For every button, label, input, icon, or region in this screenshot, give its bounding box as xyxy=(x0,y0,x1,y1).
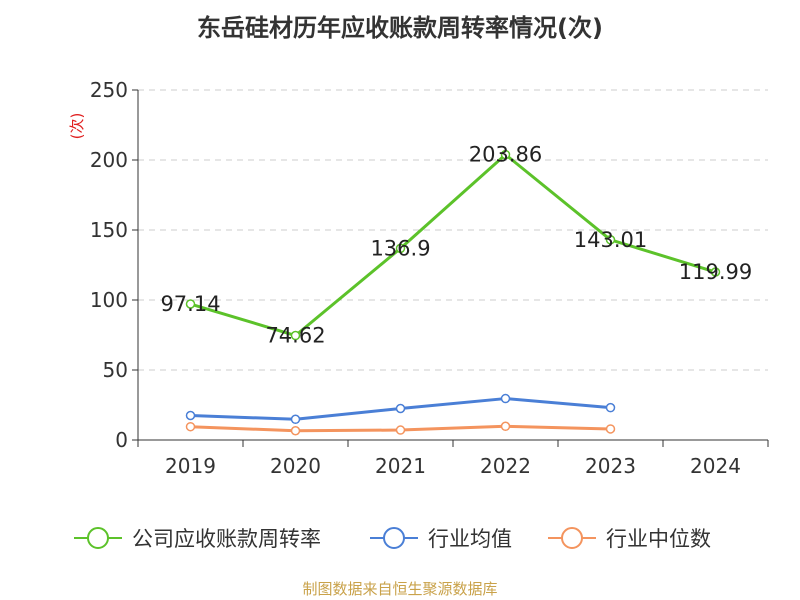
legend-label: 公司应收账款周转率 xyxy=(132,527,321,551)
x-tick-label: 2020 xyxy=(270,454,321,478)
y-tick-label: 200 xyxy=(90,148,128,172)
series-line-0 xyxy=(190,153,716,338)
data-point xyxy=(605,424,616,434)
data-point xyxy=(185,299,196,309)
y-axis-label: (次) xyxy=(68,113,86,140)
x-tick-label: 2019 xyxy=(165,454,216,478)
data-label: 143.01 xyxy=(574,228,647,252)
data-point xyxy=(710,267,721,277)
series-lines xyxy=(185,149,721,436)
data-label: 136.9 xyxy=(370,236,430,260)
legend-marker xyxy=(87,527,109,549)
y-tick-label: 50 xyxy=(103,358,128,382)
data-label: 74.62 xyxy=(265,324,325,348)
legend-label: 行业中位数 xyxy=(606,527,711,551)
data-point xyxy=(500,149,511,160)
x-tick-label: 2022 xyxy=(480,454,531,478)
y-tick-label: 100 xyxy=(90,288,128,312)
data-labels: 97.14 74.62 136.9 203.86 143.01 119.99 xyxy=(160,143,752,348)
x-tick-label: 2024 xyxy=(690,454,741,478)
data-point xyxy=(395,425,406,435)
data-point xyxy=(185,421,196,432)
data-point xyxy=(290,426,301,436)
data-label: 203.86 xyxy=(469,143,542,167)
data-point xyxy=(395,403,406,414)
legend: 公司应收账款周转率 行业均值 行业中位数 xyxy=(74,527,711,551)
x-tick-label: 2023 xyxy=(585,454,636,478)
y-tick-label: 150 xyxy=(90,218,128,242)
data-point xyxy=(500,421,511,432)
chart-title: 东岳硅材历年应收账款周转率情况(次) xyxy=(197,14,603,42)
axes: 0 50 100 150 200 250(次) 2019 2020 2021 2022 2023 20… xyxy=(68,78,769,478)
data-label: 119.99 xyxy=(679,260,752,284)
data-point xyxy=(395,243,406,254)
y-tick-label: 250 xyxy=(90,78,128,102)
legend-marker xyxy=(561,527,583,549)
legend-label: 行业均值 xyxy=(428,527,512,551)
data-source-note: 制图数据来自恒生聚源数据库 xyxy=(302,580,498,598)
x-tick-label: 2021 xyxy=(375,454,426,478)
data-label: 97.14 xyxy=(160,292,220,316)
legend-marker xyxy=(383,527,405,549)
data-point xyxy=(605,235,616,245)
data-point xyxy=(185,410,196,421)
y-tick-label: 0 xyxy=(115,428,128,452)
data-point xyxy=(500,393,511,404)
data-point xyxy=(290,330,301,341)
grid-lines xyxy=(138,89,768,371)
data-point xyxy=(290,414,301,425)
data-point xyxy=(605,402,616,413)
